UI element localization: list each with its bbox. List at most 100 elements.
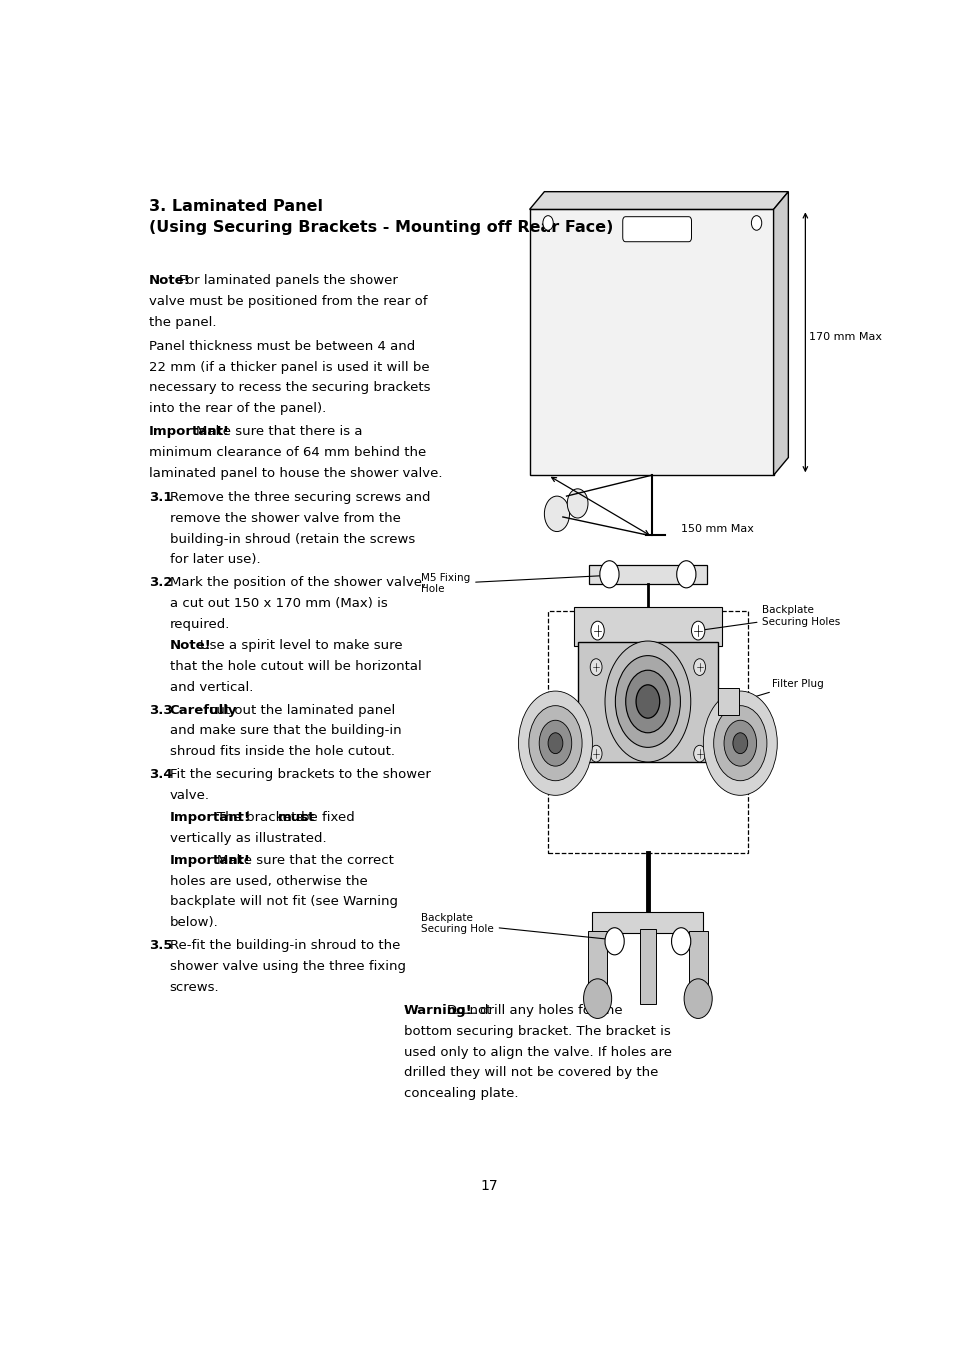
Text: used only to align the valve. If holes are: used only to align the valve. If holes a… <box>403 1045 671 1059</box>
Text: Important!: Important! <box>170 811 251 825</box>
Bar <box>577 642 718 762</box>
Text: Re-fit the building-in shroud to the: Re-fit the building-in shroud to the <box>170 940 399 952</box>
Circle shape <box>615 655 679 747</box>
Text: shroud fits inside the hole cutout.: shroud fits inside the hole cutout. <box>170 745 395 758</box>
Text: valve.: valve. <box>170 789 210 802</box>
Text: must: must <box>278 811 315 825</box>
Circle shape <box>691 621 704 640</box>
Polygon shape <box>773 192 787 475</box>
Text: Make sure that the correct: Make sure that the correct <box>216 854 394 867</box>
Circle shape <box>604 640 690 762</box>
Bar <box>718 688 738 715</box>
Text: shower valve using the three fixing: shower valve using the three fixing <box>170 960 405 974</box>
Bar <box>639 929 656 1003</box>
Text: Carefully: Carefully <box>170 704 236 716</box>
Text: Important!: Important! <box>149 425 230 439</box>
Circle shape <box>732 733 747 754</box>
Text: Warning!: Warning! <box>403 1003 472 1017</box>
Text: Panel thickness must be between 4 and: Panel thickness must be between 4 and <box>149 340 415 353</box>
Circle shape <box>625 670 669 733</box>
Bar <box>547 611 747 853</box>
Text: and vertical.: and vertical. <box>170 681 253 693</box>
Bar <box>688 930 707 991</box>
Text: drilled they will not be covered by the: drilled they will not be covered by the <box>403 1067 658 1079</box>
Text: Make sure that there is a: Make sure that there is a <box>196 425 362 439</box>
Circle shape <box>538 720 571 766</box>
Text: 3.5: 3.5 <box>149 940 172 952</box>
Text: cut out the laminated panel: cut out the laminated panel <box>210 704 395 716</box>
Polygon shape <box>529 192 787 210</box>
Circle shape <box>590 621 603 640</box>
Text: building-in shroud (retain the screws: building-in shroud (retain the screws <box>170 532 415 546</box>
Text: that the hole cutout will be horizontal: that the hole cutout will be horizontal <box>170 659 421 673</box>
Circle shape <box>693 745 705 762</box>
Text: for later use).: for later use). <box>170 554 260 566</box>
Text: (Using Securing Brackets - Mounting off Rear Face): (Using Securing Brackets - Mounting off … <box>149 219 613 234</box>
Text: 3.1: 3.1 <box>149 492 172 504</box>
Text: 22 mm (if a thicker panel is used it will be: 22 mm (if a thicker panel is used it wil… <box>149 360 429 374</box>
Circle shape <box>567 489 587 519</box>
Circle shape <box>713 705 766 781</box>
Polygon shape <box>529 210 773 475</box>
Text: 3.4: 3.4 <box>149 768 172 781</box>
Circle shape <box>518 691 592 795</box>
Text: Remove the three securing screws and: Remove the three securing screws and <box>170 492 430 504</box>
Circle shape <box>547 733 562 754</box>
Text: 3.2: 3.2 <box>149 577 172 589</box>
Text: minimum clearance of 64 mm behind the: minimum clearance of 64 mm behind the <box>149 445 426 459</box>
Text: remove the shower valve from the: remove the shower valve from the <box>170 512 400 525</box>
Text: M5 Fixing
Hole: M5 Fixing Hole <box>420 573 606 594</box>
Circle shape <box>604 927 623 955</box>
Text: backplate will not fit (see Warning: backplate will not fit (see Warning <box>170 895 397 909</box>
Text: Important!: Important! <box>170 854 251 867</box>
Text: Filter Plug: Filter Plug <box>740 678 823 701</box>
Text: For laminated panels the shower: For laminated panels the shower <box>179 274 397 287</box>
Circle shape <box>723 720 756 766</box>
Text: Note!: Note! <box>149 274 191 287</box>
Text: a cut out 150 x 170 mm (Max) is: a cut out 150 x 170 mm (Max) is <box>170 597 387 611</box>
Text: bottom securing bracket. The bracket is: bottom securing bracket. The bracket is <box>403 1025 670 1037</box>
Circle shape <box>751 215 760 230</box>
Text: Do not: Do not <box>446 1003 491 1017</box>
Circle shape <box>542 215 553 230</box>
Text: 170 mm Max: 170 mm Max <box>808 332 882 341</box>
Bar <box>592 913 702 933</box>
Bar <box>588 565 706 584</box>
Text: laminated panel to house the shower valve.: laminated panel to house the shower valv… <box>149 467 442 479</box>
Text: 150 mm Max: 150 mm Max <box>680 524 753 535</box>
Text: Use a spirit level to make sure: Use a spirit level to make sure <box>199 639 402 651</box>
Text: concealing plate.: concealing plate. <box>403 1087 517 1101</box>
FancyBboxPatch shape <box>622 217 691 242</box>
Circle shape <box>528 705 581 781</box>
Text: 17: 17 <box>479 1179 497 1193</box>
Circle shape <box>599 561 618 588</box>
Circle shape <box>590 659 601 676</box>
Text: into the rear of the panel).: into the rear of the panel). <box>149 402 326 416</box>
Text: be fixed: be fixed <box>301 811 355 825</box>
Text: Backplate
Securing Holes: Backplate Securing Holes <box>700 605 840 630</box>
Text: vertically as illustrated.: vertically as illustrated. <box>170 831 326 845</box>
Text: screws.: screws. <box>170 980 219 994</box>
Bar <box>587 930 607 991</box>
Text: valve must be positioned from the rear of: valve must be positioned from the rear o… <box>149 295 427 307</box>
Bar <box>574 607 721 646</box>
Circle shape <box>671 927 690 955</box>
Text: Note!: Note! <box>170 639 211 651</box>
Text: 3.3: 3.3 <box>149 704 172 716</box>
Circle shape <box>544 496 569 532</box>
Text: below).: below). <box>170 917 218 929</box>
Circle shape <box>676 561 695 588</box>
Circle shape <box>702 691 777 795</box>
Text: 3. Laminated Panel: 3. Laminated Panel <box>149 199 322 214</box>
Text: the panel.: the panel. <box>149 315 216 329</box>
Text: Backplate
Securing Hole: Backplate Securing Hole <box>420 913 615 940</box>
Text: necessary to recess the securing brackets: necessary to recess the securing bracket… <box>149 382 430 394</box>
Circle shape <box>590 745 601 762</box>
Text: drill any holes for the: drill any holes for the <box>479 1003 622 1017</box>
Text: required.: required. <box>170 617 230 631</box>
Circle shape <box>583 979 611 1018</box>
Circle shape <box>636 685 659 718</box>
Text: and make sure that the building-in: and make sure that the building-in <box>170 724 400 738</box>
Circle shape <box>683 979 712 1018</box>
Text: Fit the securing brackets to the shower: Fit the securing brackets to the shower <box>170 768 430 781</box>
